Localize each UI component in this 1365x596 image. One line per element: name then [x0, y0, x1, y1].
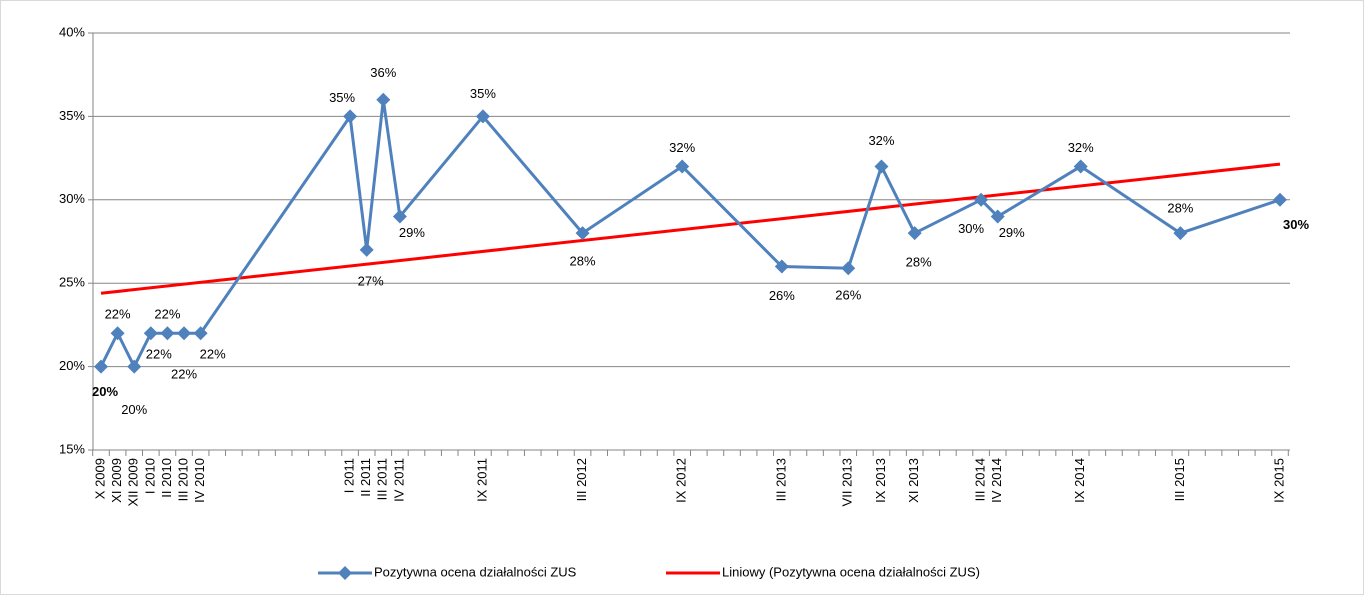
x-tick-label: III 2015: [1172, 458, 1187, 501]
marker: [841, 261, 856, 276]
data-label: 26%: [769, 288, 795, 303]
legend-label: Liniowy (Pozytywna ocena działalności ZU…: [722, 564, 980, 579]
marker: [1073, 159, 1088, 174]
x-tick-label: IV 2011: [391, 458, 406, 502]
marker: [127, 359, 142, 374]
data-label: 22%: [146, 347, 172, 362]
data-label: 28%: [906, 255, 932, 270]
x-tick-label: II 2011: [358, 458, 373, 497]
marker: [392, 209, 407, 224]
data-label: 22%: [171, 367, 197, 382]
marker: [359, 242, 374, 257]
data-label: 29%: [399, 225, 425, 240]
marker: [343, 109, 358, 124]
y-tick-label: 15%: [59, 441, 85, 456]
x-tick-label: III 2013: [773, 458, 788, 501]
x-tick-label: IV 2014: [989, 458, 1004, 503]
x-tick-label: III 2014: [973, 458, 988, 501]
data-label: 32%: [868, 133, 894, 148]
x-tick-label: I 2010: [142, 458, 157, 494]
data-label: 30%: [958, 221, 984, 236]
x-tick-label: X 2009: [92, 458, 107, 499]
x-tick-label: XII 2009: [126, 458, 141, 506]
x-tick-label: III 2011: [375, 458, 390, 500]
data-label: 36%: [370, 65, 396, 80]
data-label: 20%: [121, 402, 147, 417]
marker: [1173, 226, 1188, 241]
x-tick-label: VII 2013: [840, 458, 855, 506]
data-label: 35%: [329, 90, 355, 105]
data-label: 32%: [1068, 140, 1094, 155]
data-label: 26%: [835, 288, 861, 303]
data-label: 35%: [470, 86, 496, 101]
marker: [475, 109, 490, 124]
y-tick-label: 40%: [59, 24, 85, 39]
marker: [110, 326, 125, 341]
x-tick-label: IV 2010: [192, 458, 207, 503]
marker: [675, 159, 690, 174]
x-tick-label: XI 2013: [906, 458, 921, 503]
data-label: 29%: [999, 225, 1025, 240]
data-label: 30%: [1283, 217, 1309, 232]
y-tick-label: 20%: [59, 358, 85, 373]
marker: [160, 326, 175, 341]
marker: [376, 92, 391, 107]
data-label: 22%: [154, 307, 180, 322]
y-tick-label: 25%: [59, 275, 85, 290]
x-tick-label: IX 2013: [873, 458, 888, 503]
x-tick-label: XI 2009: [109, 458, 124, 503]
data-label: 22%: [200, 347, 226, 362]
marker: [1273, 192, 1287, 207]
x-tick-label: III 2012: [574, 458, 589, 501]
marker: [974, 192, 989, 207]
marker: [94, 359, 108, 374]
x-tick-label: IX 2011: [474, 458, 489, 502]
marker: [575, 226, 590, 241]
marker: [874, 159, 889, 174]
x-tick-label: II 2010: [159, 458, 174, 498]
legend-marker: [338, 566, 352, 580]
x-tick-label: I 2011: [342, 458, 357, 493]
data-label: 27%: [358, 273, 384, 288]
marker: [907, 226, 922, 241]
marker: [774, 259, 789, 274]
marker: [177, 326, 192, 341]
data-label: 20%: [92, 384, 118, 399]
data-label: 22%: [105, 307, 131, 322]
marker: [990, 209, 1005, 224]
y-tick-label: 30%: [59, 191, 85, 206]
data-label: 28%: [1167, 201, 1193, 216]
y-tick-label: 35%: [59, 108, 85, 123]
data-label: 32%: [669, 140, 695, 155]
x-tick-label: IX 2015: [1271, 458, 1286, 503]
x-tick-label: IX 2012: [674, 458, 689, 503]
data-label: 28%: [570, 254, 596, 269]
trendline: [100, 162, 1281, 295]
marker: [143, 326, 158, 341]
legend-label: Pozytywna ocena działalności ZUS: [374, 564, 577, 579]
marker: [193, 326, 208, 341]
x-tick-label: IX 2014: [1072, 458, 1087, 503]
x-tick-label: III 2010: [175, 458, 190, 501]
